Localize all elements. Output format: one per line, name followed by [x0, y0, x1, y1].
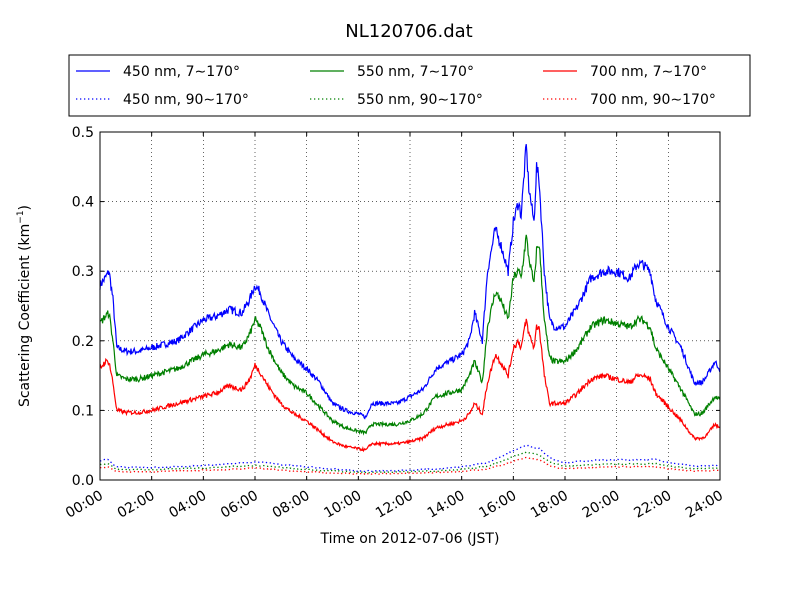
legend-label: 450 nm, 7∼170°: [123, 64, 240, 80]
y-tick-label: 0.1: [72, 403, 94, 419]
legend-label: 450 nm, 90∼170°: [123, 92, 249, 108]
y-axis-label: Scattering Coefficient (km−1): [16, 205, 33, 407]
series-group: [99, 144, 721, 476]
series-line-1: [99, 144, 721, 420]
legend: 450 nm, 7∼170° 550 nm, 7∼170° 700 nm, 7∼17…: [68, 54, 751, 117]
chart-title: NL120706.dat: [345, 21, 472, 42]
legend-frame: [68, 54, 751, 117]
y-tick-label: 0.4: [72, 195, 94, 211]
series-line-4: [99, 444, 721, 473]
y-tick-label: 0.2: [72, 334, 94, 350]
y-tick-label: 0.0: [72, 473, 94, 489]
series-line-2: [99, 234, 721, 436]
legend-label: 550 nm, 7∼170°: [357, 64, 474, 80]
legend-label: 700 nm, 90∼170°: [590, 92, 716, 108]
x-axis-label: Time on 2012-07-06 (JST): [320, 531, 500, 547]
series-line-3: [99, 318, 721, 453]
y-tick-label: 0.3: [72, 264, 94, 280]
legend-label: 700 nm, 7∼170°: [590, 64, 707, 80]
legend-label: 550 nm, 90∼170°: [357, 92, 483, 108]
y-tick-label: 0.5: [72, 125, 94, 141]
